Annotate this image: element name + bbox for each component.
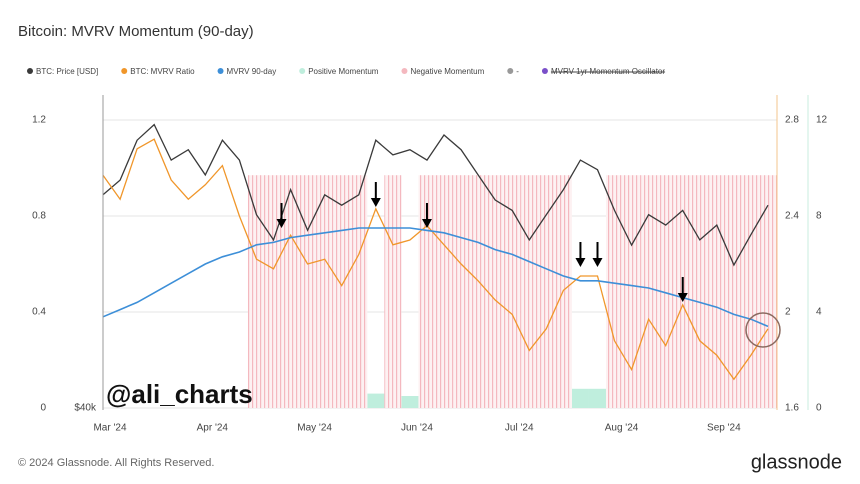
y2-tick-label: 2 [785, 307, 791, 318]
momentum-bar [537, 175, 555, 408]
momentum-bar [333, 175, 351, 408]
x-tick-label: Jul '24 [505, 423, 534, 434]
momentum-bar [725, 175, 743, 408]
price-tick-label: $40k [74, 403, 97, 414]
momentum-bar [588, 388, 607, 408]
arrow-head [677, 293, 688, 302]
legend-label: Negative Momentum [410, 67, 484, 76]
momentum-bar [452, 175, 470, 408]
logo: glassnode [751, 451, 842, 473]
legend-label: MVRV 90-day [227, 67, 277, 76]
y2-tick-label: 2.4 [785, 211, 799, 222]
legend-label: BTC: MVRV Ratio [130, 67, 195, 76]
momentum-bar [299, 175, 317, 408]
momentum-bar [742, 175, 760, 408]
y-tick-label: 0.8 [32, 211, 46, 222]
legend-label: BTC: Price [USD] [36, 67, 98, 76]
momentum-bar [623, 175, 641, 408]
momentum-bar [418, 175, 436, 408]
legend-swatch [27, 68, 33, 74]
y2-tick-label: 2.8 [785, 115, 799, 126]
y3-tick-label: 8 [816, 211, 822, 222]
momentum-bar [282, 175, 300, 408]
x-tick-label: May '24 [297, 423, 332, 434]
y-tick-label: 0.4 [32, 307, 46, 318]
momentum-bar [316, 175, 334, 408]
arrow-head [575, 258, 586, 267]
momentum-bar [503, 175, 521, 408]
momentum-bar [708, 175, 726, 408]
arrow-head [276, 219, 287, 228]
legend-label: Positive Momentum [308, 67, 379, 76]
y-tick-label: 0 [40, 403, 46, 414]
series-line [102, 138, 769, 381]
x-tick-label: Apr '24 [197, 423, 229, 434]
y3-tick-label: 0 [816, 403, 822, 414]
x-tick-label: Aug '24 [605, 423, 639, 434]
y-tick-label: 1.2 [32, 115, 46, 126]
x-tick-label: Jun '24 [401, 423, 433, 434]
x-tick-label: Sep '24 [707, 423, 741, 434]
series-line [102, 227, 769, 328]
legend-swatch [299, 68, 306, 74]
momentum-bar [435, 175, 453, 408]
momentum-bar [571, 388, 589, 408]
legend-swatch [121, 68, 128, 74]
series-line [102, 123, 769, 267]
highlight-circle [745, 312, 781, 348]
momentum-bar [486, 175, 504, 408]
momentum-bar [606, 175, 624, 408]
momentum-bar [759, 175, 777, 408]
arrow-head [370, 198, 381, 207]
arrow-head [421, 219, 432, 228]
y2-tick-label: 1.6 [785, 403, 799, 414]
momentum-bar [247, 175, 265, 408]
legend-swatch [541, 68, 548, 74]
momentum-bar [384, 175, 402, 408]
chart-title: Bitcoin: MVRV Momentum (90-day) [18, 23, 254, 40]
momentum-bar [264, 175, 283, 408]
legend: BTC: Price [USD] BTC: MVRV Ratio MVRV 90-d… [27, 67, 665, 76]
momentum-bar [691, 175, 709, 408]
plot-area [102, 119, 777, 409]
annotations [102, 95, 809, 410]
momentum-bar [350, 175, 368, 408]
x-tick-label: Mar '24 [93, 423, 126, 434]
momentum-bar [367, 393, 385, 408]
momentum-bar [401, 396, 419, 408]
legend-label: - [516, 67, 519, 76]
momentum-bar [469, 175, 487, 408]
legend-swatch [507, 68, 514, 74]
y3-tick-label: 12 [816, 115, 828, 126]
momentum-bar [657, 175, 675, 408]
legend-swatch [401, 68, 408, 74]
momentum-bar [640, 175, 658, 408]
watermark: @ali_charts [106, 379, 253, 409]
y3-tick-label: 4 [816, 307, 822, 318]
momentum-bar [520, 175, 538, 408]
arrow-head [592, 258, 603, 267]
footer: © 2024 Glassnode. All Rights Reserved. [18, 457, 214, 469]
legend-swatch [217, 68, 224, 74]
